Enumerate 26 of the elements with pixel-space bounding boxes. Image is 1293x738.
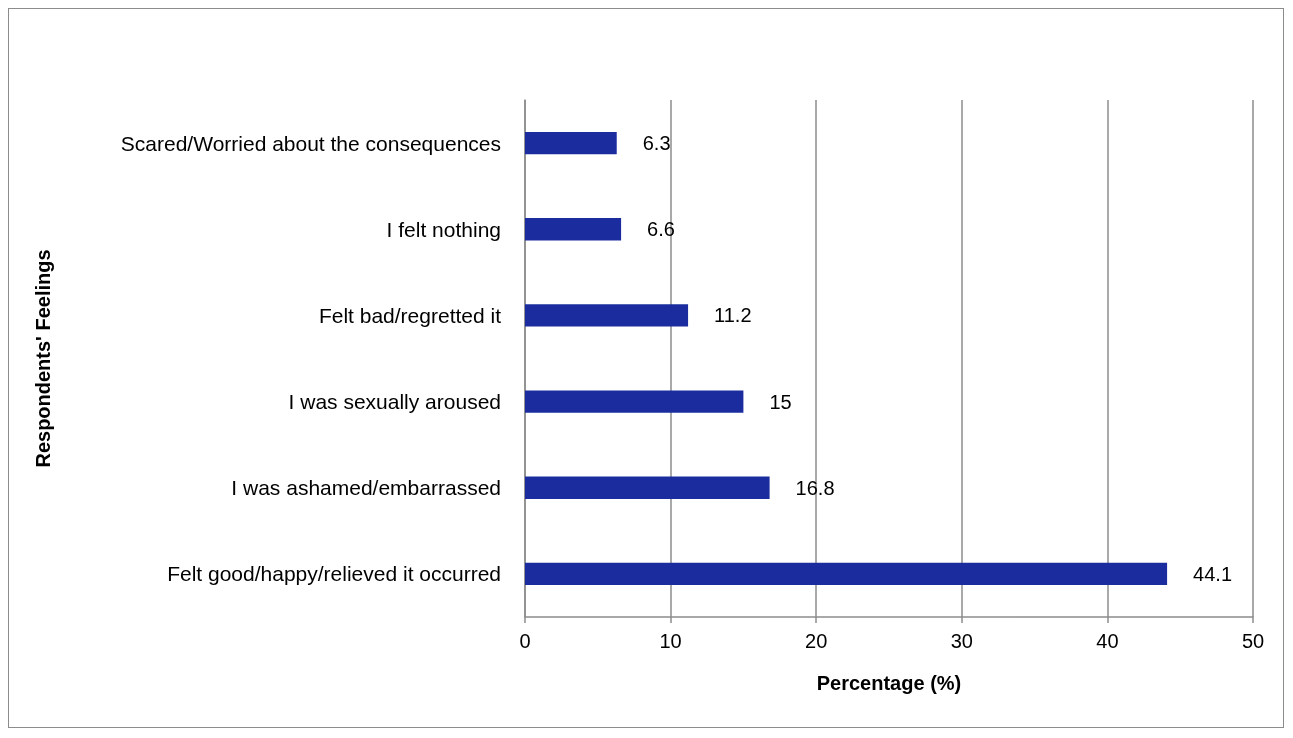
y-tick-label: I felt nothing [386,217,501,241]
data-label: 44.1 [1193,562,1233,585]
bar [525,390,744,413]
y-tick-label: I was ashamed/embarrassed [231,476,501,500]
bar [525,131,617,155]
x-tick-label: 50 [1241,630,1265,652]
bar [525,562,1168,586]
data-label: 6.6 [647,218,675,241]
bar [525,476,770,499]
x-tick-label: 20 [805,630,828,652]
x-axis-title: Percentage (%) [816,672,962,694]
data-label: 15 [769,390,792,413]
x-tick-label: 30 [950,630,973,652]
y-axis-title: Respondents' Feelings [32,249,54,468]
bar [525,218,622,241]
x-tick-label: 40 [1096,630,1119,652]
data-label: 6.3 [642,132,671,155]
y-tick-label: Felt good/happy/relieved it occurred [167,562,501,586]
y-tick-label: Felt bad/regretted it [318,303,502,327]
x-tick-label: 0 [519,630,531,652]
x-tick-label: 10 [659,630,682,652]
data-label: 16.8 [795,476,835,499]
y-tick-label: I was sexually aroused [288,390,501,414]
bar [525,304,689,327]
y-tick-label: Scared/Worried about the consequences [120,131,501,155]
data-label: 11.2 [714,304,752,327]
